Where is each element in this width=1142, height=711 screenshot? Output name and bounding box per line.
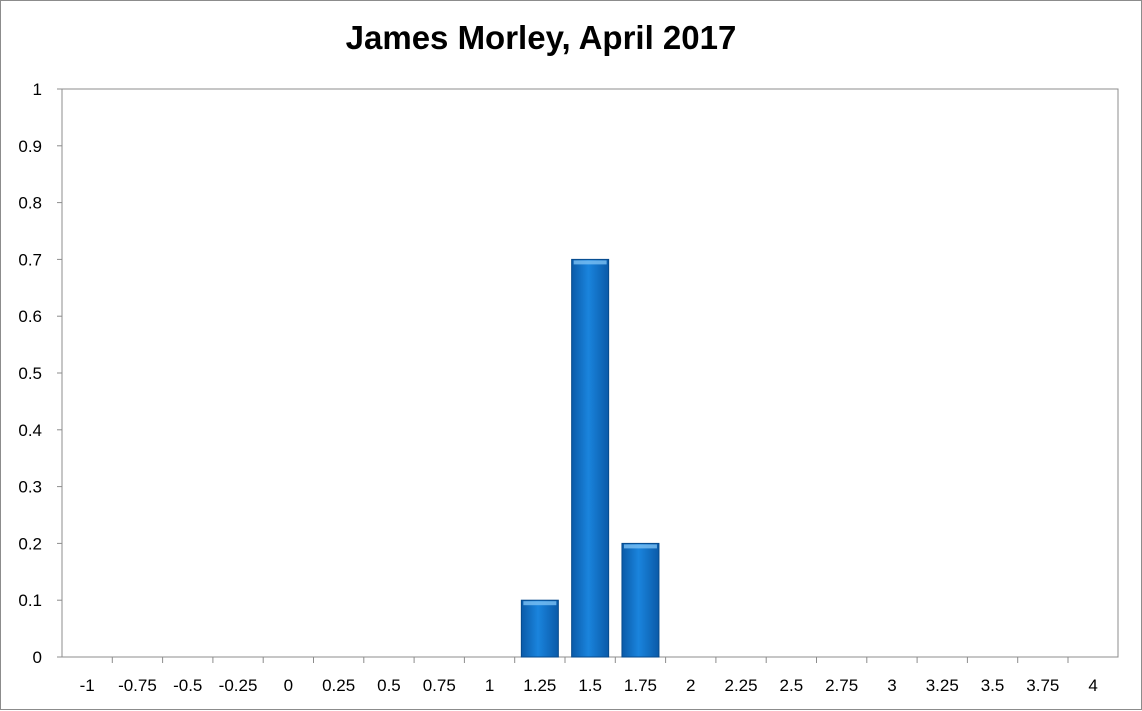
x-tick-label: 3.25: [926, 676, 959, 695]
bars: [520, 258, 660, 658]
y-tick-label: 0.9: [18, 137, 42, 156]
x-tick-label: 3.75: [1026, 676, 1059, 695]
x-tick-label: 1.75: [624, 676, 657, 695]
y-tick-label: 0.3: [18, 478, 42, 497]
y-tick-label: 0.6: [18, 307, 42, 326]
y-tick-label: 1: [33, 80, 42, 99]
bar-body: [571, 258, 610, 658]
x-tick-label: 0.75: [423, 676, 456, 695]
x-axis-labels: -1 -0.75 -0.5 -0.25 0 0.25 0.5 0.75 1 1.25 1.5 1.75…: [80, 676, 1098, 695]
x-tick-label: 1.5: [578, 676, 602, 695]
bar-bevel: [573, 260, 607, 265]
x-tick-label: 2.25: [725, 676, 758, 695]
x-tick-label: 2.75: [825, 676, 858, 695]
bar-body: [621, 542, 660, 658]
x-tick-label: 2: [686, 676, 695, 695]
y-tick-label: 0.7: [18, 250, 42, 269]
y-axis-labels: 0 0.1 0.2 0.3 0.4 0.5 0.6 0.7 0.8 0.9 1: [18, 80, 42, 667]
x-tick-label: 0: [284, 676, 293, 695]
x-tick-label: 4: [1088, 676, 1097, 695]
y-tick-label: 0.8: [18, 194, 42, 213]
x-tick-label: 3: [887, 676, 896, 695]
x-tick-label: 2.5: [780, 676, 804, 695]
x-tick-label: -0.25: [219, 676, 258, 695]
y-tick-label: 0.2: [18, 534, 42, 553]
x-tick-label: -1: [80, 676, 95, 695]
y-tick-label: 0.4: [18, 421, 42, 440]
bar-bevel: [623, 544, 657, 549]
bar-1.5: [571, 258, 610, 658]
y-tick-label: 0: [33, 648, 42, 667]
x-tick-label: 1.25: [523, 676, 556, 695]
x-tick-label: 0.5: [377, 676, 401, 695]
axis-ticks: [57, 88, 1069, 663]
x-tick-label: 3.5: [981, 676, 1005, 695]
x-tick-label: -0.75: [118, 676, 157, 695]
x-tick-label: 1: [485, 676, 494, 695]
chart-title: James Morley, April 2017: [345, 19, 737, 56]
bar-bevel: [523, 601, 557, 606]
bar-1.75: [621, 542, 660, 658]
y-tick-label: 0.1: [18, 591, 42, 610]
x-tick-label: 0.25: [322, 676, 355, 695]
y-tick-label: 0.5: [18, 364, 42, 383]
x-tick-label: -0.5: [173, 676, 202, 695]
bar-body: [520, 599, 559, 658]
bar-1.25: [520, 599, 559, 658]
